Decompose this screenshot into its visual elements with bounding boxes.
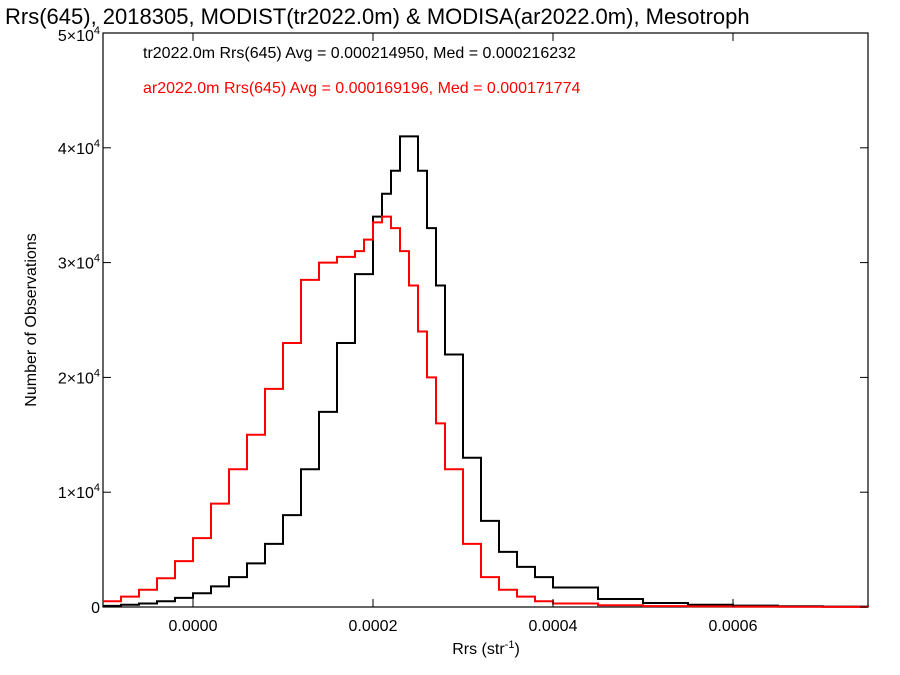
x-tick-label: 0.0002 — [349, 618, 398, 635]
x-axis-ticks: 0.0000 0.0002 0.0004 0.0006 — [169, 33, 758, 635]
series-line-0 — [103, 135, 869, 608]
plot-frame — [102, 32, 869, 608]
x-axis-label-tail: ) — [514, 641, 519, 658]
annotation-tr2022-stats: tr2022.0m Rrs(645) Avg = 0.000214950, Me… — [143, 45, 576, 62]
y-axis-label: Number of Observations — [23, 233, 40, 406]
series-layer — [103, 135, 869, 608]
y-tick-label: 3×104 — [58, 253, 100, 273]
y-tick-label: 1×104 — [58, 482, 100, 502]
chart-title: Rrs(645), 2018305, MODIST(tr2022.0m) & M… — [5, 4, 750, 29]
x-axis-label-sup: -1 — [505, 639, 515, 651]
x-tick-label: 0.0006 — [709, 618, 758, 635]
y-tick-label: 5×104 — [58, 25, 100, 45]
annotation-ar2022-stats: ar2022.0m Rrs(645) Avg = 0.000169196, Me… — [143, 80, 580, 97]
y-axis-ticks: 0 1×104 2×104 3×104 4×104 5×104 — [58, 25, 868, 617]
x-tick-label: 0.0004 — [529, 618, 578, 635]
plot-area: 0.0000 0.0002 0.0004 0.0006 0 1×104 2×104 3×10… — [58, 25, 869, 635]
y-tick-label: 0 — [91, 600, 100, 617]
y-tick-label: 2×104 — [58, 367, 100, 387]
series-line-1 — [103, 215, 869, 608]
x-axis-label-main: Rrs (str — [452, 641, 505, 658]
x-tick-label: 0.0000 — [169, 618, 218, 635]
y-tick-label: 4×104 — [58, 138, 100, 158]
x-axis-label: Rrs (str-1) — [452, 639, 520, 658]
